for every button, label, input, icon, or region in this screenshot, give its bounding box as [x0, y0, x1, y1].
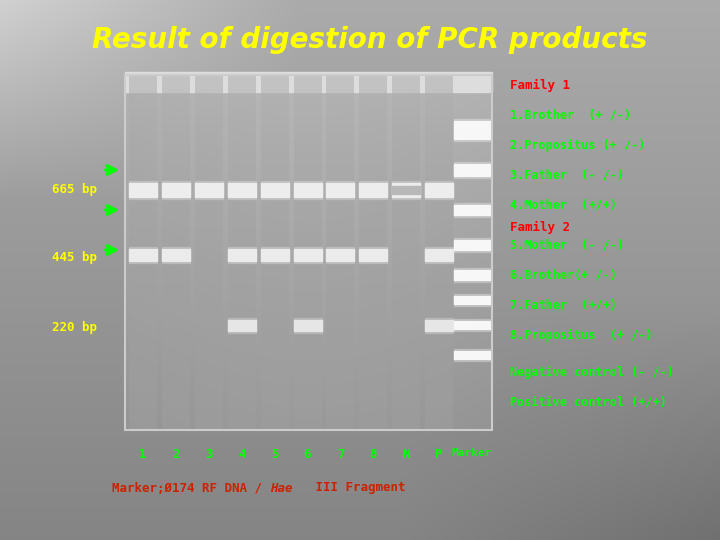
Bar: [228, 247, 256, 263]
Bar: [392, 183, 420, 197]
Text: 6: 6: [304, 448, 311, 461]
Text: Family 1: Family 1: [510, 78, 570, 92]
Bar: [454, 238, 490, 252]
Bar: [125, 72, 492, 92]
Text: 665 bp: 665 bp: [53, 184, 97, 197]
Bar: [261, 247, 289, 263]
Text: P: P: [436, 448, 443, 461]
Bar: [454, 349, 490, 361]
Bar: [454, 119, 490, 141]
Bar: [425, 318, 453, 333]
Bar: [125, 75, 492, 430]
Bar: [454, 164, 490, 176]
Bar: [454, 296, 490, 304]
Text: 5.Mother  (- /-): 5.Mother (- /-): [510, 239, 624, 252]
Bar: [294, 181, 322, 199]
Bar: [326, 247, 354, 263]
Bar: [294, 247, 322, 263]
Bar: [454, 203, 490, 217]
Text: 7.Father  (+/+): 7.Father (+/+): [510, 299, 617, 312]
Bar: [454, 268, 490, 282]
Bar: [425, 247, 453, 263]
Text: 1.Brother  (+ /-): 1.Brother (+ /-): [510, 109, 631, 122]
Text: Family 2: Family 2: [510, 220, 570, 233]
Text: 4: 4: [238, 448, 246, 461]
Bar: [454, 162, 490, 178]
Text: 1: 1: [139, 448, 147, 461]
Bar: [261, 181, 289, 199]
Bar: [326, 181, 354, 199]
Bar: [162, 247, 190, 263]
Bar: [228, 249, 256, 261]
Bar: [392, 181, 420, 199]
Bar: [454, 321, 490, 329]
Text: 2.Propositus (+ /-): 2.Propositus (+ /-): [510, 138, 645, 152]
Bar: [454, 351, 490, 359]
Bar: [294, 318, 322, 333]
Bar: [326, 183, 354, 197]
Bar: [359, 249, 387, 261]
Text: 7: 7: [337, 448, 344, 461]
Bar: [425, 249, 453, 261]
Text: Hae: Hae: [270, 482, 292, 495]
Text: N: N: [402, 448, 410, 461]
Bar: [228, 318, 256, 333]
Bar: [228, 183, 256, 197]
Text: III Fragment: III Fragment: [308, 482, 405, 495]
Text: 5: 5: [271, 448, 279, 461]
Bar: [359, 247, 387, 263]
Text: 3.Father  (- /-): 3.Father (- /-): [510, 168, 624, 181]
Bar: [228, 320, 256, 330]
Bar: [129, 183, 157, 197]
Text: Result of digestion of PCR products: Result of digestion of PCR products: [92, 26, 648, 54]
Bar: [425, 183, 453, 197]
Text: Marker;Ø174 RF DNA /: Marker;Ø174 RF DNA /: [112, 482, 270, 495]
Bar: [359, 183, 387, 197]
Bar: [162, 249, 190, 261]
Bar: [392, 186, 420, 194]
Bar: [162, 183, 190, 197]
Bar: [195, 181, 222, 199]
Bar: [129, 181, 157, 199]
Text: 4.Mother  (+/+): 4.Mother (+/+): [510, 199, 617, 212]
Bar: [454, 121, 490, 139]
Text: Positive control (+/+): Positive control (+/+): [510, 395, 667, 408]
Text: 8: 8: [369, 448, 377, 461]
Bar: [454, 270, 490, 280]
Bar: [294, 320, 322, 330]
Bar: [454, 294, 490, 306]
Text: 6.Brother(+ /-): 6.Brother(+ /-): [510, 268, 617, 281]
Text: 220 bp: 220 bp: [53, 321, 97, 334]
Bar: [261, 183, 289, 197]
Text: 445 bp: 445 bp: [53, 252, 97, 265]
Bar: [228, 181, 256, 199]
Text: Negative control (- /-): Negative control (- /-): [510, 366, 674, 379]
Bar: [162, 181, 190, 199]
Bar: [454, 205, 490, 215]
Bar: [294, 249, 322, 261]
Bar: [129, 249, 157, 261]
Text: 2: 2: [172, 448, 180, 461]
Bar: [294, 183, 322, 197]
Bar: [425, 181, 453, 199]
Bar: [261, 249, 289, 261]
Bar: [454, 319, 490, 331]
Bar: [392, 184, 420, 196]
Bar: [326, 249, 354, 261]
Text: 3: 3: [205, 448, 212, 461]
Text: Marker: Marker: [451, 448, 492, 458]
Bar: [454, 240, 490, 250]
Text: 8.Propositus  (+ /-): 8.Propositus (+ /-): [510, 328, 652, 341]
Bar: [359, 181, 387, 199]
Bar: [195, 183, 222, 197]
Bar: [425, 320, 453, 330]
Bar: [129, 247, 157, 263]
